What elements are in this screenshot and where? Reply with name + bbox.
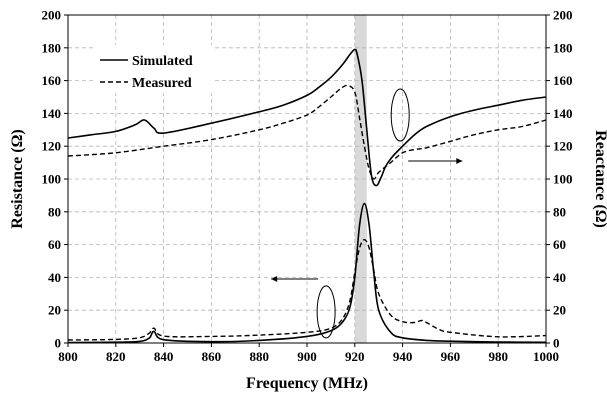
annotation-ellipse-left [316, 285, 336, 339]
series-line-measured-resistance [67, 238, 547, 341]
series-line-measured-reactance [67, 84, 547, 180]
y-tick-label-right: 120 [553, 139, 573, 154]
y-tick-label-left: 100 [42, 172, 62, 187]
y-tick-label-left: 60 [48, 237, 61, 252]
x-tick-label: 960 [441, 349, 461, 364]
annotation-arrowhead-left [271, 276, 278, 283]
y-tick-label-left: 120 [42, 139, 62, 154]
annotation-arrowhead-right [456, 157, 463, 164]
y-tick-label-right: 160 [553, 73, 573, 88]
y-tick-label-right: 140 [553, 106, 573, 121]
y-tick-label-right: 180 [553, 40, 573, 55]
series-layer [67, 48, 547, 344]
highlight-band [354, 15, 367, 343]
highlight-band-layer [354, 15, 367, 343]
legend-label-simulated: Simulated [132, 54, 193, 69]
x-tick-label: 840 [154, 349, 174, 364]
x-tick-label: 880 [249, 349, 269, 364]
y-tick-label-right: 40 [553, 270, 566, 285]
y-tick-label-left: 200 [42, 8, 62, 23]
legend: Simulated Measured [96, 45, 212, 93]
y-tick-label-right: 20 [553, 303, 566, 318]
y-tick-label-right: 0 [553, 336, 560, 351]
y-tick-label-right: 200 [553, 8, 573, 23]
y-tick-label-left: 40 [48, 270, 61, 285]
x-tick-label: 900 [297, 349, 317, 364]
x-tick-label: 860 [202, 349, 222, 364]
y-tick-label-left: 0 [55, 336, 62, 351]
y-tick-label-left: 180 [42, 40, 62, 55]
y-tick-label-right: 60 [553, 237, 566, 252]
y-tick-label-left: 160 [42, 73, 62, 88]
legend-box [96, 45, 212, 93]
legend-label-measured: Measured [132, 76, 192, 91]
x-tick-label: 820 [106, 349, 126, 364]
y-tick-label-left: 80 [48, 204, 61, 219]
x-tick-label: 940 [393, 349, 413, 364]
y-axis-label-left: Resistance (Ω) [9, 129, 26, 228]
annotation-ellipse-right [390, 88, 410, 142]
annotation-layer [271, 88, 463, 339]
y-tick-label-right: 100 [553, 172, 573, 187]
x-tick-label: 1000 [533, 349, 559, 364]
series-line-simulated-reactance [67, 48, 547, 187]
y-tick-label-left: 140 [42, 106, 62, 121]
y-axis-label-right: Reactance (Ω) [592, 130, 607, 228]
x-tick-label: 980 [488, 349, 508, 364]
y-tick-label-left: 20 [48, 303, 61, 318]
x-tick-label: 920 [345, 349, 365, 364]
series-line-simulated-resistance [67, 202, 547, 344]
y-tick-label-right: 80 [553, 204, 566, 219]
x-axis-label: Frequency (MHz) [246, 375, 368, 392]
x-tick-label: 800 [58, 349, 78, 364]
